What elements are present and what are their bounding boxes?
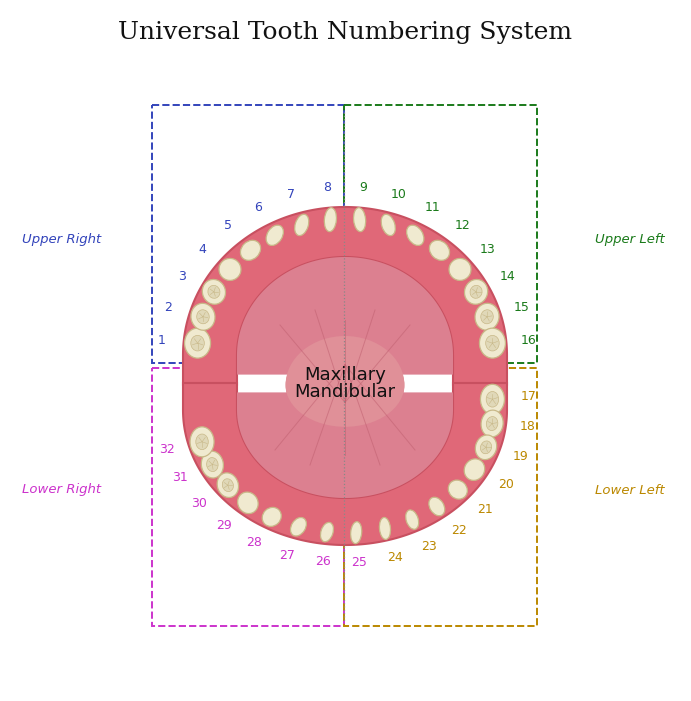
Text: 3: 3 xyxy=(178,271,186,283)
Text: 2: 2 xyxy=(164,301,172,314)
Ellipse shape xyxy=(219,259,241,280)
Ellipse shape xyxy=(379,517,390,539)
Polygon shape xyxy=(183,207,507,385)
Text: 28: 28 xyxy=(246,536,262,550)
Text: 29: 29 xyxy=(216,519,232,532)
Text: 30: 30 xyxy=(191,497,207,510)
Ellipse shape xyxy=(480,384,504,414)
Text: 9: 9 xyxy=(359,182,367,194)
Ellipse shape xyxy=(294,215,309,236)
Text: 22: 22 xyxy=(451,524,467,536)
Text: Lower Left: Lower Left xyxy=(595,484,665,496)
Ellipse shape xyxy=(429,497,445,516)
Ellipse shape xyxy=(486,391,499,407)
Ellipse shape xyxy=(223,479,234,491)
Ellipse shape xyxy=(470,285,482,299)
Text: 27: 27 xyxy=(279,549,295,562)
Ellipse shape xyxy=(406,225,424,245)
Ellipse shape xyxy=(321,522,334,542)
Ellipse shape xyxy=(191,304,215,330)
Ellipse shape xyxy=(381,215,395,236)
Text: 6: 6 xyxy=(254,200,262,214)
Text: 4: 4 xyxy=(198,243,206,256)
Ellipse shape xyxy=(481,310,493,324)
Ellipse shape xyxy=(202,280,225,304)
Ellipse shape xyxy=(208,285,220,299)
Ellipse shape xyxy=(464,280,488,304)
Ellipse shape xyxy=(201,451,223,478)
Ellipse shape xyxy=(262,508,281,526)
Ellipse shape xyxy=(238,492,258,514)
Ellipse shape xyxy=(285,343,404,427)
Text: 18: 18 xyxy=(520,421,536,433)
Text: 21: 21 xyxy=(477,503,493,515)
Ellipse shape xyxy=(464,459,484,480)
Ellipse shape xyxy=(475,435,497,460)
Text: 5: 5 xyxy=(224,219,231,232)
Polygon shape xyxy=(237,257,453,374)
Text: 24: 24 xyxy=(387,551,403,564)
Ellipse shape xyxy=(480,328,505,358)
Text: 16: 16 xyxy=(520,334,536,347)
Ellipse shape xyxy=(217,473,238,498)
Ellipse shape xyxy=(486,335,499,351)
Text: 11: 11 xyxy=(424,200,440,214)
Text: 32: 32 xyxy=(160,443,175,456)
Text: 23: 23 xyxy=(421,540,437,553)
Ellipse shape xyxy=(350,522,362,543)
Ellipse shape xyxy=(196,434,208,449)
Text: Maxillary: Maxillary xyxy=(304,366,386,384)
Ellipse shape xyxy=(190,427,214,457)
Ellipse shape xyxy=(285,336,404,434)
Text: Upper Right: Upper Right xyxy=(22,233,102,247)
Text: 12: 12 xyxy=(455,219,471,232)
Text: 13: 13 xyxy=(480,243,496,256)
Ellipse shape xyxy=(197,310,209,324)
Text: 20: 20 xyxy=(498,477,514,491)
Ellipse shape xyxy=(184,328,211,358)
Text: 26: 26 xyxy=(314,555,330,569)
Ellipse shape xyxy=(207,458,218,472)
Ellipse shape xyxy=(240,240,261,260)
Text: Upper Left: Upper Left xyxy=(595,233,665,247)
Polygon shape xyxy=(183,383,507,545)
Ellipse shape xyxy=(429,240,450,260)
Ellipse shape xyxy=(481,410,503,437)
Ellipse shape xyxy=(324,207,337,231)
Text: 17: 17 xyxy=(520,390,536,403)
Ellipse shape xyxy=(290,517,306,536)
Text: 7: 7 xyxy=(287,188,295,201)
Ellipse shape xyxy=(449,259,471,280)
Ellipse shape xyxy=(486,416,498,430)
Ellipse shape xyxy=(406,510,419,529)
Text: Lower Right: Lower Right xyxy=(22,484,102,496)
Ellipse shape xyxy=(354,207,366,231)
Ellipse shape xyxy=(475,304,499,330)
Text: 19: 19 xyxy=(513,450,528,463)
Ellipse shape xyxy=(480,441,491,454)
Text: 14: 14 xyxy=(500,271,516,283)
Text: Universal Tooth Numbering System: Universal Tooth Numbering System xyxy=(118,20,572,43)
Ellipse shape xyxy=(266,225,283,245)
Ellipse shape xyxy=(191,335,205,351)
Text: 8: 8 xyxy=(323,182,331,194)
Text: 15: 15 xyxy=(513,301,529,314)
Ellipse shape xyxy=(448,480,467,499)
Polygon shape xyxy=(237,393,453,498)
Text: 10: 10 xyxy=(391,188,407,201)
Text: Mandibular: Mandibular xyxy=(294,383,395,401)
Text: 25: 25 xyxy=(351,556,367,569)
Text: 31: 31 xyxy=(172,471,188,484)
Text: 1: 1 xyxy=(158,334,166,347)
